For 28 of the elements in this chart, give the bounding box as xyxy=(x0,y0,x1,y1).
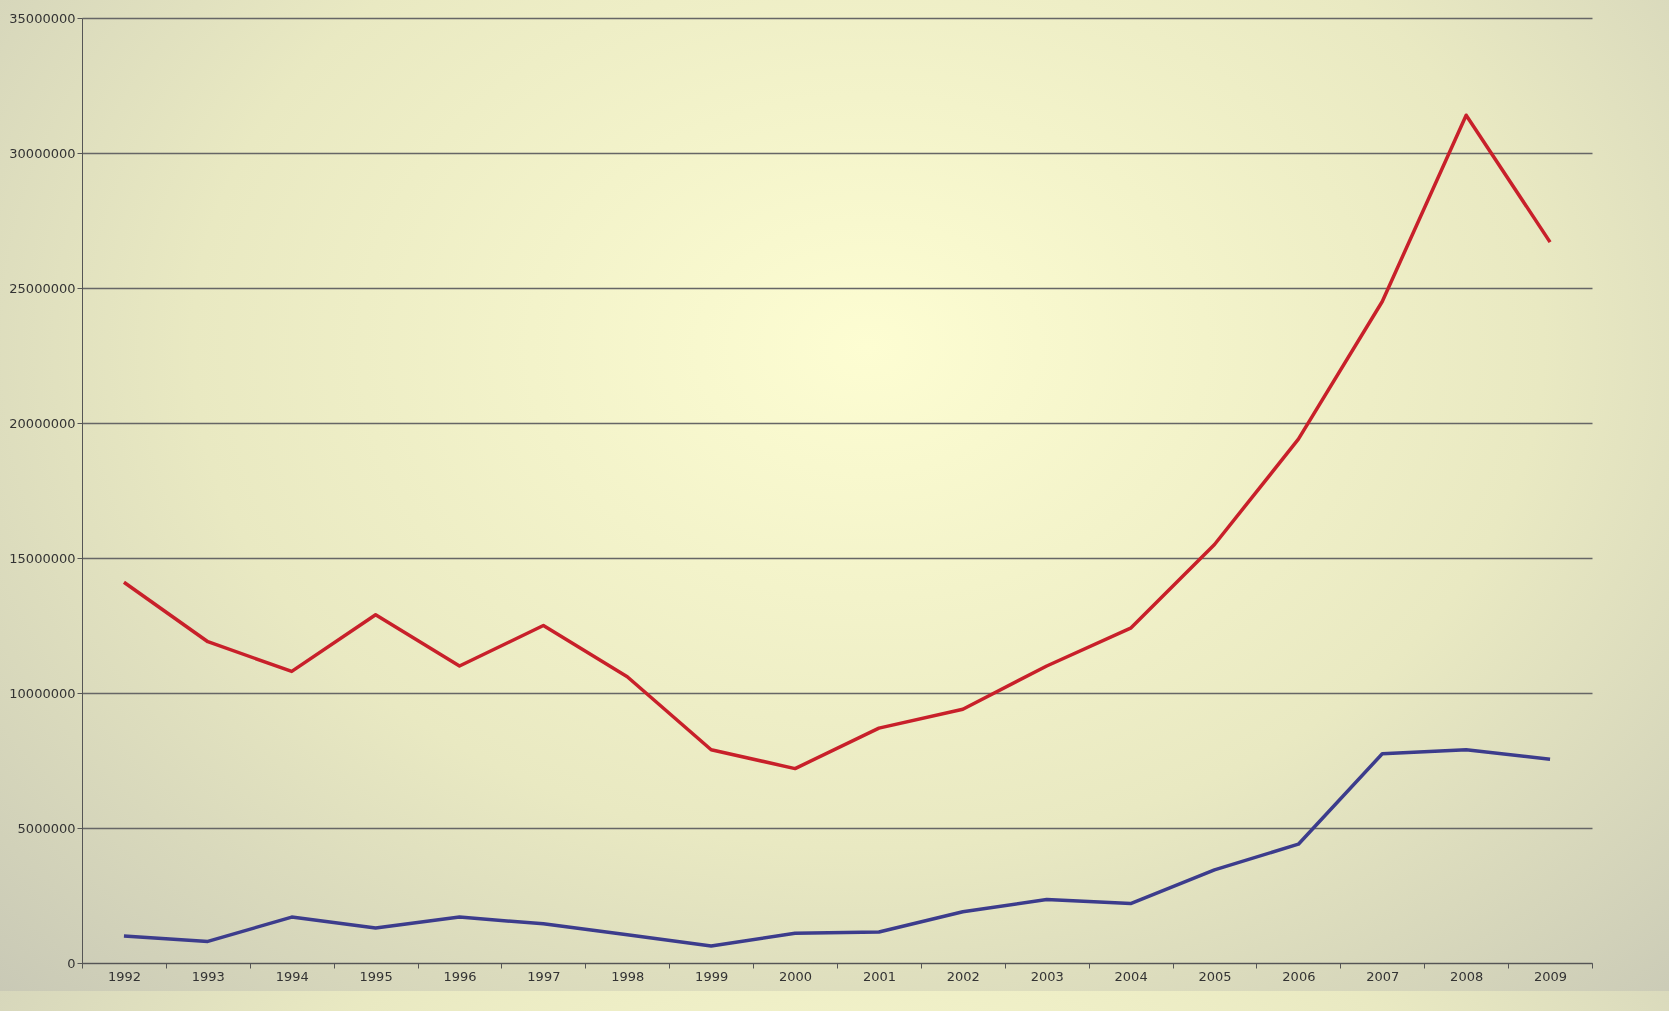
x-tick-label: 1996 xyxy=(443,968,477,984)
y-tick-label: 10000000 xyxy=(9,685,76,701)
x-tick-label: 2002 xyxy=(946,968,980,984)
x-tick-label: 1993 xyxy=(191,968,225,984)
y-tick-label: 0 xyxy=(67,955,76,971)
x-tick-label: 2004 xyxy=(1114,968,1148,984)
x-tick-label: 1995 xyxy=(359,968,393,984)
y-tick-label: 25000000 xyxy=(9,280,76,296)
x-tick-label: 2003 xyxy=(1030,968,1064,984)
y-tick-label: 30000000 xyxy=(9,145,76,161)
x-tick-label: 2006 xyxy=(1282,968,1316,984)
x-tick-label: 1997 xyxy=(527,968,561,984)
x-tick-label: 2008 xyxy=(1450,968,1484,984)
x-tick-label: 2007 xyxy=(1366,968,1400,984)
y-tick-label: 5000000 xyxy=(17,820,76,836)
x-tick-label: 2000 xyxy=(779,968,813,984)
x-tick-label: 1999 xyxy=(695,968,729,984)
line-series xyxy=(122,113,1552,771)
line-series xyxy=(122,747,1552,948)
x-tick-label: 2001 xyxy=(862,968,896,984)
y-tick-label: 15000000 xyxy=(9,550,76,566)
x-tick-label: 2005 xyxy=(1198,968,1232,984)
x-tick-label: 2009 xyxy=(1534,968,1568,984)
x-tick-label: 1992 xyxy=(107,968,141,984)
y-tick-label: 20000000 xyxy=(9,415,76,431)
x-tick-label: 1998 xyxy=(611,968,645,984)
x-tick-label: 1994 xyxy=(275,968,309,984)
y-tick-label: 35000000 xyxy=(9,10,76,26)
